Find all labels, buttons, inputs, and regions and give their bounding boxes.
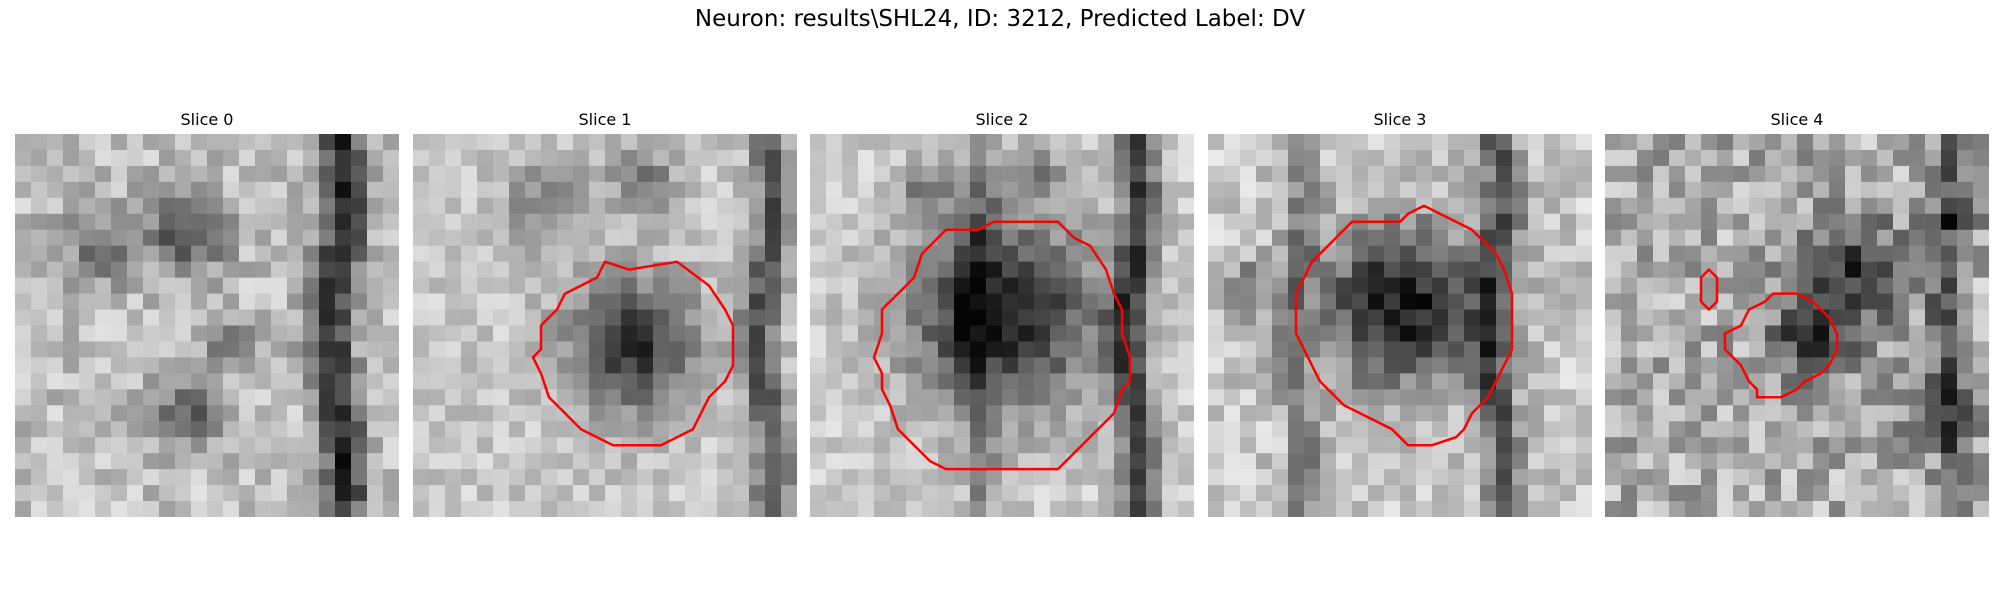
slice-title-4: Slice 4 (1770, 110, 1824, 129)
segmentation-contour (1699, 268, 1719, 311)
segmentation-contour (872, 220, 1132, 471)
slice-image-1 (413, 134, 797, 517)
slice-title-1: Slice 1 (578, 110, 632, 129)
segmentation-contour (531, 260, 735, 447)
slice-panel-0: Slice 0 (15, 108, 399, 517)
slice-panel-1: Slice 1 (413, 108, 797, 517)
pixel-grid (1208, 134, 1592, 517)
slice-title-0: Slice 0 (180, 110, 234, 129)
segmentation-contour (1294, 204, 1514, 447)
slice-panel-3: Slice 3 (1208, 108, 1592, 517)
pixel-grid (413, 134, 797, 517)
figure-title: Neuron: results\SHL24, ID: 3212, Predict… (694, 6, 1306, 32)
slice-title-2: Slice 2 (975, 110, 1029, 129)
slice-panel-2: Slice 2 (810, 108, 1194, 517)
pixel-grid (810, 134, 1194, 517)
pixel-grid (15, 134, 399, 517)
slice-image-3 (1208, 134, 1592, 517)
slice-panel-4: Slice 4 (1605, 108, 1989, 517)
slice-image-2 (810, 134, 1194, 517)
segmentation-contour (1723, 292, 1839, 399)
slice-image-4 (1605, 134, 1989, 517)
slice-image-0 (15, 134, 399, 517)
pixel-grid (1605, 134, 1989, 517)
slice-title-3: Slice 3 (1373, 110, 1427, 129)
